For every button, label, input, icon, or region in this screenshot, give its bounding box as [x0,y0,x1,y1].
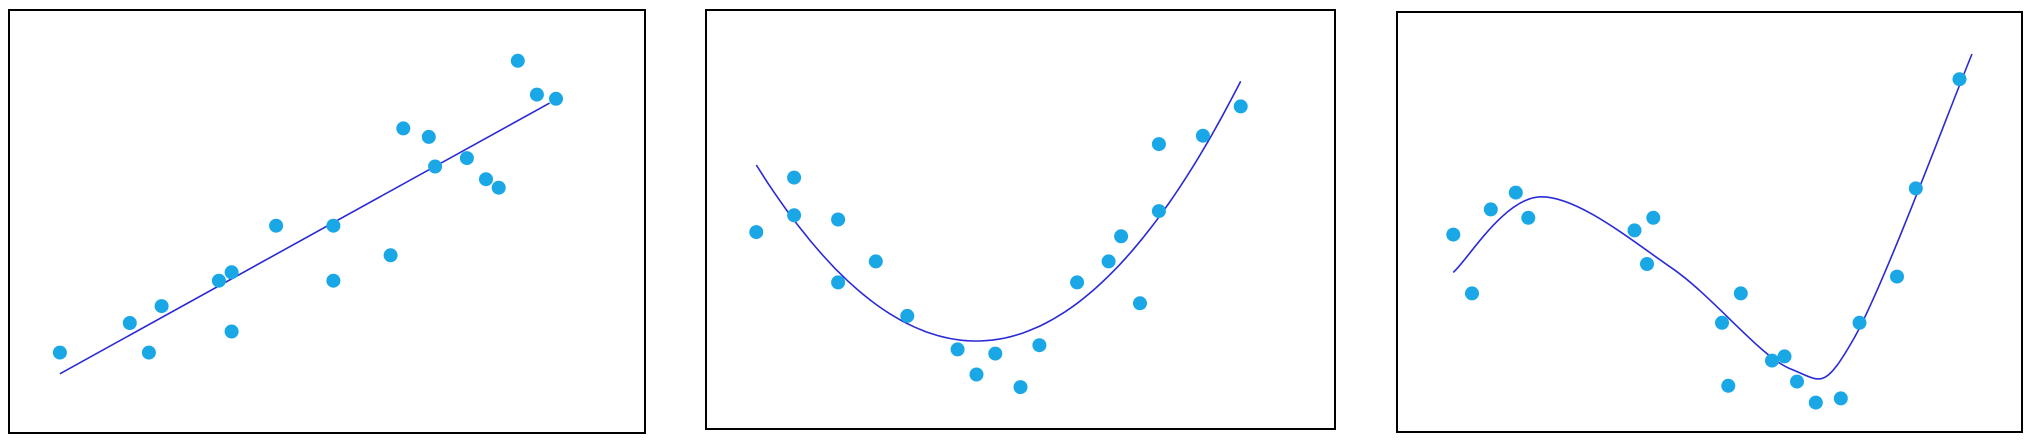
data-point [1195,128,1210,143]
data-point [510,53,525,68]
data-point [1715,315,1729,330]
cubic-fit-panel [1396,11,2023,433]
data-point [1627,223,1642,238]
data-point [1646,210,1661,225]
data-point [154,299,169,314]
data-point [787,208,802,223]
data-point [1114,229,1129,244]
plot-frame [1396,11,2023,433]
data-point [141,345,156,360]
data-point [1640,257,1654,271]
data-point [396,121,411,136]
data-point [1721,378,1736,393]
data-point [326,273,341,288]
data-point [1765,353,1779,368]
quadratic-fit-panel [705,9,1336,430]
plot-frame [8,9,646,434]
data-point [1101,254,1116,269]
data-point [1833,391,1848,406]
data-point [787,170,802,185]
data-point [749,225,764,240]
fit-curve [59,102,550,375]
data-point [269,218,284,233]
data-point [1446,227,1461,242]
data-point [900,308,915,323]
data-point [491,180,506,195]
data-point [383,248,398,263]
linear-fit-panel [8,9,646,434]
data-point [52,345,67,360]
data-point [224,265,239,280]
data-point [1070,275,1085,290]
data-point [1508,185,1523,200]
data-point [421,129,436,144]
data-point [1233,99,1248,114]
data-point [1790,374,1804,389]
data-point [1952,72,1967,87]
data-point [326,218,341,233]
data-point [1013,380,1028,395]
data-point [122,316,137,330]
data-point [1852,315,1867,330]
data-point [1151,137,1166,152]
data-point [479,172,493,187]
data-point [224,324,239,339]
data-point [211,273,226,288]
data-point [529,87,544,102]
data-point [428,159,443,174]
data-point [950,342,965,357]
data-point [1890,269,1904,284]
data-point [1032,338,1047,353]
data-point [459,151,474,166]
data-point [988,346,1003,361]
data-point [969,367,984,382]
data-point [1908,181,1923,196]
data-point [1733,286,1748,301]
data-point [831,275,846,290]
data-point [549,91,563,106]
data-point [1808,395,1823,410]
data-point [1151,204,1166,219]
data-point [868,254,883,269]
data-point [831,212,846,227]
data-point [1777,349,1792,364]
fit-curve [755,80,1242,342]
data-point [1483,202,1498,217]
data-point [1521,210,1536,225]
fit-curve [1452,53,1973,380]
plot-frame [705,9,1336,430]
data-point [1465,286,1479,301]
data-point [1133,296,1147,311]
